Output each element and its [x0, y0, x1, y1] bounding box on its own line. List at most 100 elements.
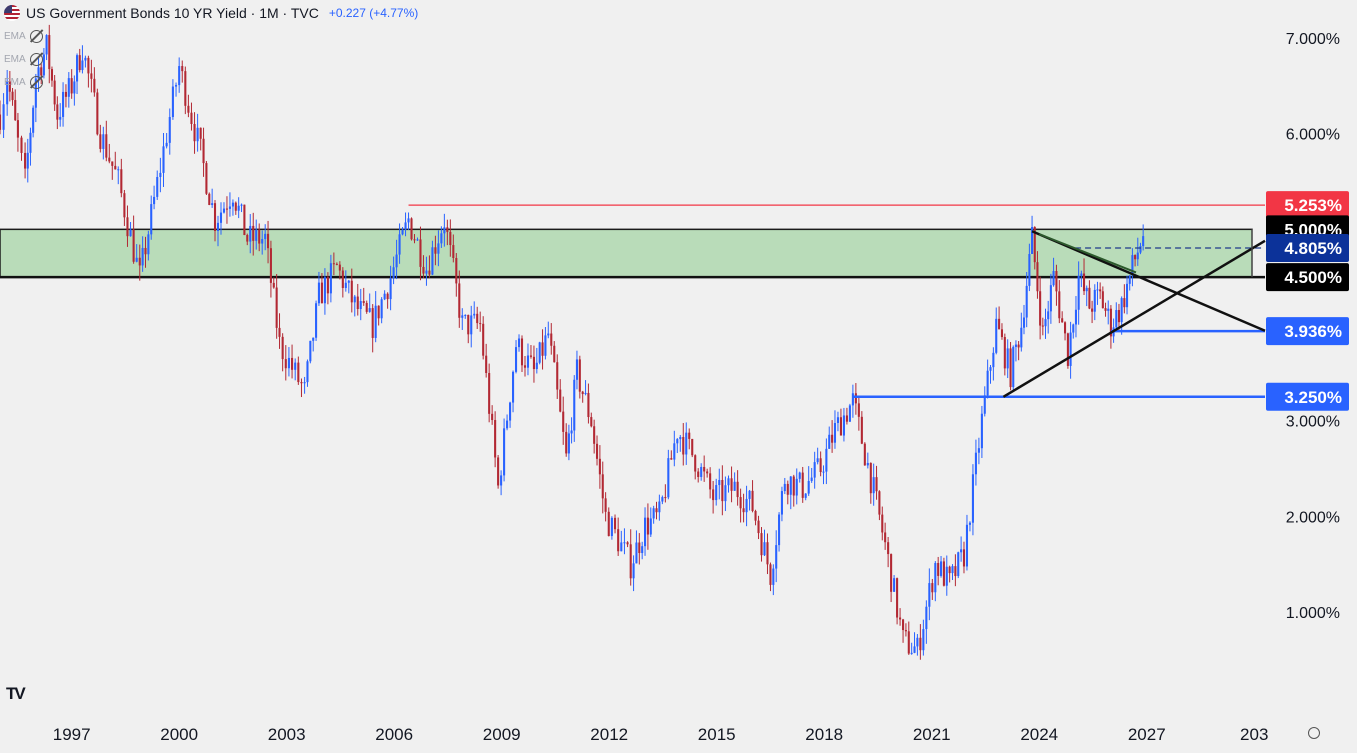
- candle: [443, 227, 446, 234]
- candle: [786, 483, 789, 495]
- candle: [709, 473, 712, 490]
- symbol-title[interactable]: US Government Bonds 10 YR Yield · 1M · T…: [26, 5, 319, 21]
- candle: [1066, 333, 1069, 366]
- candle: [1123, 298, 1126, 308]
- candle: [467, 314, 470, 335]
- candle: [1058, 291, 1061, 319]
- candle: [730, 478, 733, 491]
- candle: [386, 293, 389, 300]
- candle: [676, 439, 679, 444]
- candle: [174, 85, 178, 87]
- eye-off-icon[interactable]: [29, 76, 43, 89]
- candle: [688, 432, 691, 439]
- candle: [1025, 285, 1028, 318]
- candle: [989, 367, 992, 371]
- price-level-badge[interactable]: 5.253%: [1266, 191, 1349, 220]
- chart-header: US Government Bonds 10 YR Yield · 1M · T…: [4, 4, 418, 22]
- price-level-badge[interactable]: 4.805%: [1266, 233, 1349, 262]
- candle: [514, 347, 518, 372]
- candle: [541, 342, 544, 356]
- candle: [595, 443, 599, 459]
- candle: [866, 462, 869, 466]
- candle: [240, 204, 243, 206]
- candle: [234, 202, 237, 211]
- candle: [673, 443, 676, 460]
- price-level-badge[interactable]: 3.250%: [1266, 382, 1349, 411]
- candle: [1096, 289, 1099, 291]
- trendline-segment[interactable]: [1038, 233, 1137, 274]
- candle: [0, 114, 2, 130]
- candle: [694, 455, 697, 472]
- candle: [839, 417, 842, 436]
- candle: [1074, 309, 1078, 325]
- candle: [73, 81, 76, 94]
- support-resistance-zone[interactable]: [0, 228, 1253, 278]
- candle: [617, 529, 620, 552]
- candle: [833, 422, 837, 443]
- eye-off-icon[interactable]: [29, 53, 43, 66]
- candle: [957, 552, 960, 577]
- candle: [470, 315, 473, 335]
- indicator-label: EMA: [4, 54, 26, 65]
- candle: [428, 270, 431, 275]
- candle: [287, 357, 290, 369]
- indicator-ema-2[interactable]: EMA: [4, 53, 43, 66]
- candle: [860, 416, 863, 444]
- candle: [1128, 275, 1131, 284]
- candle: [789, 476, 792, 495]
- candle: [258, 229, 261, 244]
- trendline-ascending[interactable]: [1002, 239, 1266, 398]
- candle: [816, 458, 819, 463]
- candle: [1003, 337, 1006, 369]
- candle: [538, 342, 541, 363]
- candle: [590, 417, 593, 427]
- tradingview-logo-icon[interactable]: TV: [6, 684, 26, 703]
- candle: [691, 438, 694, 456]
- candle: [494, 420, 497, 458]
- candle: [977, 448, 980, 453]
- candle: [156, 177, 159, 197]
- candle: [570, 430, 573, 434]
- price-level-badge[interactable]: 3.936%: [1266, 317, 1349, 346]
- x-tick-label: 2006: [375, 725, 413, 744]
- candle: [995, 318, 998, 353]
- price-level-badge[interactable]: 4.500%: [1266, 263, 1349, 292]
- candle: [763, 542, 766, 556]
- candle: [902, 619, 905, 631]
- candle: [278, 327, 281, 337]
- candle: [807, 480, 810, 494]
- candle: [356, 296, 359, 310]
- candle: [655, 508, 658, 513]
- candle: [199, 127, 202, 139]
- candle: [1012, 346, 1015, 388]
- candle: [138, 257, 141, 266]
- candle: [181, 66, 184, 72]
- candle: [464, 314, 467, 316]
- candle: [50, 69, 54, 81]
- candle: [178, 66, 181, 86]
- candle: [951, 566, 954, 574]
- x-tick-label: 2003: [268, 725, 306, 744]
- candle: [1120, 298, 1123, 323]
- candle: [733, 481, 736, 491]
- indicator-ema-1[interactable]: EMA: [4, 30, 43, 43]
- trendline-descending[interactable]: [1031, 230, 1266, 332]
- candle: [948, 566, 951, 574]
- candle: [754, 510, 757, 521]
- candle: [913, 646, 916, 653]
- candle: [37, 67, 40, 79]
- x-tick-label: 2000: [160, 725, 198, 744]
- candle: [1036, 262, 1039, 292]
- candle: [1006, 348, 1009, 369]
- candle: [965, 524, 969, 567]
- candle: [96, 92, 99, 135]
- candle: [1101, 291, 1104, 309]
- candle: [216, 222, 220, 231]
- candle: [147, 234, 150, 255]
- eye-off-icon[interactable]: [29, 30, 43, 43]
- candle: [479, 323, 482, 325]
- indicator-ema-3[interactable]: EMA: [4, 76, 43, 89]
- settings-gear-icon[interactable]: [1308, 727, 1320, 739]
- candle: [971, 474, 974, 523]
